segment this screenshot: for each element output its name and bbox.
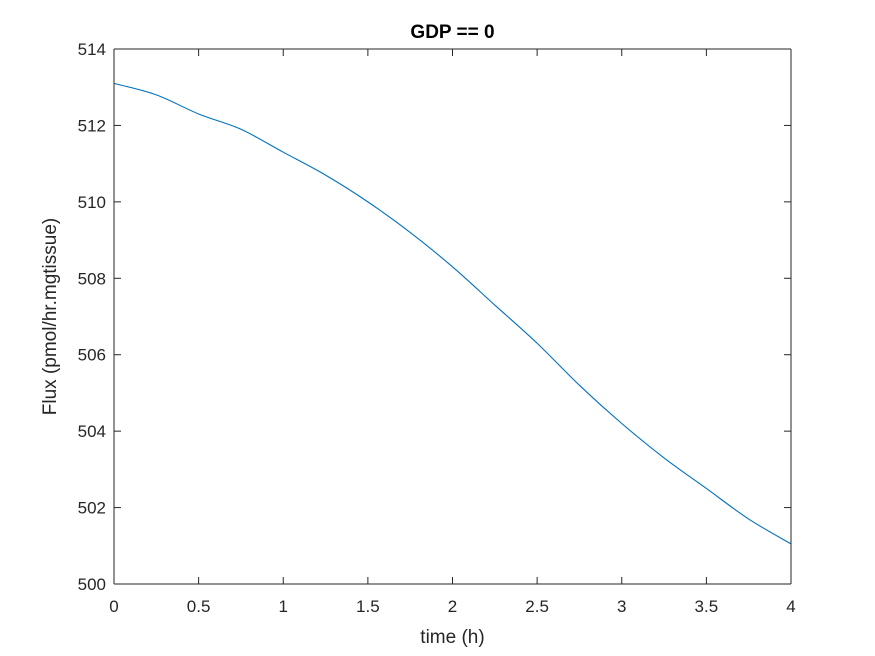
- y-tick-label: 508: [78, 269, 106, 288]
- y-tick-label: 506: [78, 346, 106, 365]
- x-tick-label: 2.5: [525, 597, 549, 616]
- x-tick-label: 0: [109, 597, 118, 616]
- y-tick-label: 512: [78, 116, 106, 135]
- series-layer: [113, 82, 792, 545]
- series-line-0: [113, 82, 792, 545]
- y-tick-label: 514: [78, 40, 106, 59]
- x-tick-label: 4: [786, 597, 795, 616]
- x-tick-label: 1: [279, 597, 288, 616]
- y-axis-label: Flux (pmol/hr.mgtissue): [40, 218, 61, 415]
- y-tick-label: 510: [78, 193, 106, 212]
- y-tick-label: 504: [78, 422, 106, 441]
- plot-area: [114, 49, 791, 584]
- y-tick-label: 500: [78, 575, 106, 594]
- x-axis-label: time (h): [420, 627, 484, 648]
- ticks-layer: 0 0.5 1 1.5 2 2.5 3 3.5 4 500 502 504 506 508 510 512 51…: [78, 40, 796, 616]
- y-tick-label: 502: [78, 499, 106, 518]
- x-tick-label: 2: [448, 597, 457, 616]
- x-tick-label: 3: [617, 597, 626, 616]
- x-tick-label: 3.5: [695, 597, 719, 616]
- chart-title: GDP == 0: [410, 22, 494, 43]
- x-tick-label: 0.5: [187, 597, 211, 616]
- x-tick-label: 1.5: [356, 597, 380, 616]
